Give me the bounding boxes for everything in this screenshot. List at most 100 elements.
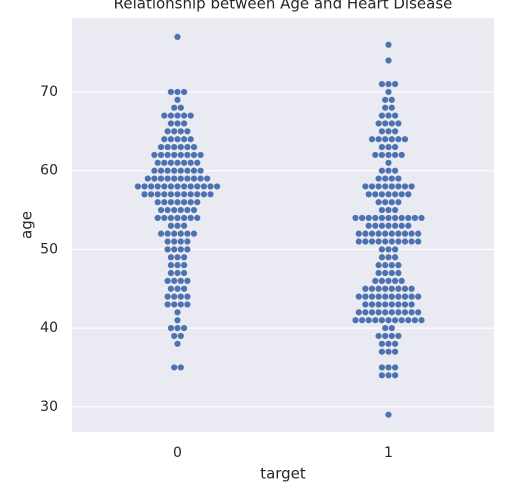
dot <box>181 222 188 229</box>
dot <box>167 120 174 127</box>
dot <box>378 372 385 379</box>
dot <box>378 277 385 284</box>
dot <box>385 222 392 229</box>
dot <box>154 183 161 190</box>
dot <box>382 136 389 143</box>
dot <box>181 159 188 166</box>
dot <box>362 301 369 308</box>
dot <box>378 112 385 119</box>
dot <box>362 293 369 300</box>
dot <box>375 230 382 237</box>
dot <box>164 143 171 151</box>
dot <box>408 293 415 300</box>
dot <box>181 199 188 206</box>
dot <box>177 175 184 182</box>
dot <box>190 175 198 182</box>
dot <box>181 285 188 292</box>
dot <box>181 120 188 127</box>
dot <box>161 199 168 206</box>
dot <box>181 214 188 222</box>
dot <box>177 293 184 300</box>
dot <box>194 183 201 190</box>
dot <box>167 269 174 277</box>
dot <box>385 364 392 371</box>
dot <box>395 293 402 300</box>
dot <box>197 175 204 182</box>
dot <box>157 230 165 237</box>
dot <box>190 143 198 151</box>
dot <box>167 222 174 229</box>
dot <box>368 293 376 300</box>
dot <box>408 285 415 292</box>
dot <box>378 167 385 174</box>
dot <box>388 309 395 316</box>
dot <box>401 301 409 308</box>
dot <box>388 230 395 237</box>
dot <box>200 191 207 198</box>
dot <box>415 309 422 316</box>
dot <box>378 317 385 324</box>
dot <box>171 238 178 245</box>
dot <box>382 104 389 111</box>
dot <box>401 230 409 237</box>
dot <box>395 262 402 269</box>
dot <box>372 317 379 324</box>
dot <box>392 214 399 222</box>
dot <box>395 199 402 206</box>
dot <box>164 175 171 182</box>
dot <box>174 214 181 222</box>
dot <box>382 175 389 182</box>
dot <box>388 301 395 308</box>
dot <box>171 175 178 182</box>
dot <box>174 309 181 316</box>
dot <box>359 214 366 222</box>
dot <box>144 175 151 182</box>
dot <box>362 285 369 292</box>
dot <box>378 81 385 88</box>
dot <box>418 214 425 222</box>
dot <box>401 293 409 300</box>
dot <box>372 222 379 229</box>
dot <box>385 159 392 166</box>
dot <box>157 206 165 214</box>
dot <box>401 136 409 143</box>
dot <box>171 167 178 174</box>
dot <box>167 262 174 269</box>
dot <box>174 136 181 143</box>
dot <box>177 151 184 159</box>
dot <box>385 372 392 379</box>
dot <box>167 159 174 166</box>
dot <box>385 246 392 253</box>
dot <box>378 246 385 253</box>
dot <box>392 112 399 119</box>
dot <box>382 285 389 292</box>
dot <box>375 238 382 245</box>
dot <box>174 254 181 261</box>
dot <box>187 183 194 190</box>
dot <box>411 317 418 324</box>
dot <box>174 120 181 127</box>
dot <box>392 167 399 174</box>
dot <box>388 136 395 143</box>
dot <box>375 293 382 300</box>
dot <box>395 309 402 316</box>
dot <box>184 293 191 300</box>
dot <box>395 183 402 190</box>
dot <box>385 112 392 119</box>
dot <box>164 238 171 245</box>
dot <box>408 238 415 245</box>
dot <box>151 167 158 174</box>
dot <box>362 183 369 190</box>
dot <box>382 293 389 300</box>
dot <box>385 254 392 261</box>
dot <box>187 112 194 119</box>
dot <box>405 222 412 229</box>
dot <box>365 191 372 198</box>
dot <box>388 285 395 292</box>
dot <box>164 301 171 308</box>
dot <box>385 411 392 418</box>
dot <box>375 269 382 277</box>
dot <box>398 317 405 324</box>
y-tick-label: 70 <box>40 84 58 100</box>
